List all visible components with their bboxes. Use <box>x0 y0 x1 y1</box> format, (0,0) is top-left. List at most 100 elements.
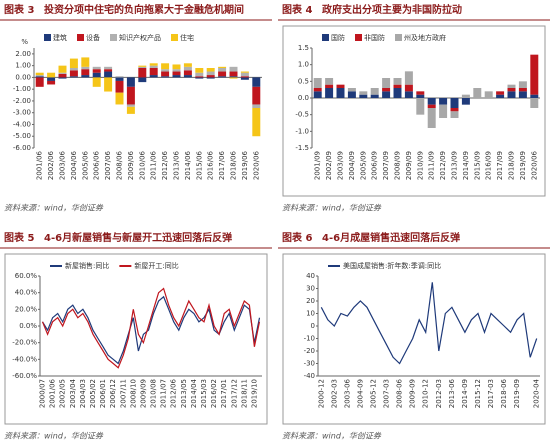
bar-segment <box>461 94 470 98</box>
bar-segment <box>427 108 436 128</box>
x-tick-label: 2007/11 <box>119 379 127 408</box>
bar-segment <box>206 77 215 79</box>
bar-segment <box>161 69 170 72</box>
plot-frame <box>282 253 546 425</box>
x-tick-label: 2005/06 <box>81 150 89 180</box>
bar-segment <box>206 71 215 76</box>
y-tick-label: -1.00 <box>13 85 31 93</box>
chart-title: 投资分项中住宅的负向拖累大于金融危机期间 <box>44 3 244 16</box>
bar-segment <box>35 75 44 77</box>
x-tick-label: 2000-12 <box>317 379 325 408</box>
x-tick-label: 2006/09 <box>371 151 379 180</box>
bar-segment <box>92 77 101 87</box>
x-tick-label: 2019/09 <box>519 151 527 180</box>
y-tick-label: 40.0% <box>15 289 38 297</box>
y-tick-label: -20.0% <box>12 339 37 347</box>
y-tick-label: 0.00 <box>15 73 31 81</box>
bar-segment <box>126 106 135 114</box>
bar-segment <box>252 108 261 137</box>
x-tick-label: 2015-12 <box>474 379 482 408</box>
bar-segment <box>427 104 436 108</box>
x-tick-label: 2012/09 <box>439 151 447 180</box>
y-tick-label: -2.00 <box>13 97 31 105</box>
x-tick-label: 2020-04 <box>533 378 541 408</box>
bar-segment <box>195 72 204 77</box>
figure-label: 图表 3 <box>4 3 34 16</box>
x-tick-label: 2003/04 <box>69 378 77 408</box>
bar-segment <box>518 88 527 92</box>
bar-segment <box>161 76 170 78</box>
x-tick-label: 2004/09 <box>348 151 356 180</box>
x-tick-label: 2009-09 <box>409 379 417 408</box>
figure-label: 图表 6 <box>282 231 312 244</box>
x-tick-label: 2006/12 <box>109 379 117 408</box>
x-tick-label: 2018/11 <box>240 379 248 408</box>
y-tick-label: -1.0 <box>295 127 309 135</box>
bar-segment <box>336 88 345 98</box>
bar-segment <box>58 65 67 73</box>
bar-segment <box>496 94 505 98</box>
plot-frame <box>4 253 268 425</box>
bar-segment <box>473 88 482 98</box>
bar-segment <box>115 76 124 78</box>
bar-segment <box>218 68 227 72</box>
y-tick-label: 30 <box>306 285 315 293</box>
x-tick-label: 2018-06 <box>500 378 508 408</box>
x-tick-label: 2009/09 <box>139 379 147 408</box>
bar-segment <box>47 80 56 85</box>
legend-label: 美国成屋销售:折年数:季调:同比 <box>343 261 441 270</box>
bar-segment <box>252 86 261 105</box>
bar-segment <box>138 77 147 83</box>
bar-segment <box>382 91 391 98</box>
bar-segment <box>507 88 516 92</box>
y-tick-label: -3.00 <box>13 109 31 117</box>
bar-segment <box>92 69 101 73</box>
bar-segment <box>336 84 345 88</box>
bar-segment <box>450 108 459 112</box>
bar-segment <box>47 72 56 78</box>
bar-segment <box>530 98 539 108</box>
bar-segment <box>347 88 356 92</box>
bar-segment <box>149 65 158 68</box>
bar-segment <box>115 80 124 93</box>
bar-segment <box>183 70 192 76</box>
x-tick-label: 2013/05 <box>180 379 188 408</box>
x-tick-label: 2000/07 <box>39 379 47 408</box>
bar-segment <box>35 77 44 87</box>
x-tick-label: 2009/06 <box>127 150 135 180</box>
bar-segment <box>138 66 147 68</box>
figure-label: 图表 4 <box>282 3 312 16</box>
y-tick-label: 1.5 <box>298 44 309 52</box>
bar-segment <box>229 76 238 78</box>
bar-segment <box>195 68 204 73</box>
bar-segment <box>58 73 67 78</box>
bar-segment <box>58 72 67 74</box>
bar-segment <box>404 91 413 98</box>
series-line <box>41 287 261 369</box>
bar-segment <box>359 91 368 95</box>
x-tick-label: 2014/09 <box>462 151 470 180</box>
x-tick-label: 2006/06 <box>93 150 101 180</box>
legend-swatch <box>44 34 51 41</box>
y-tick-label: 20 <box>306 297 315 305</box>
x-tick-label: 2020/06 <box>252 150 260 180</box>
bar-segment <box>229 77 238 79</box>
bar-segment <box>461 98 470 105</box>
x-tick-label: 2016/02 <box>210 379 218 408</box>
x-tick-label: 2017/09 <box>496 151 504 180</box>
bar-segment <box>229 71 238 77</box>
source-note: 资料来源：wind，华创证券 <box>4 204 104 213</box>
bar-segment <box>313 78 322 88</box>
x-tick-label: 2008/09 <box>394 151 402 180</box>
series-line <box>320 282 538 365</box>
bar-segment <box>104 66 113 70</box>
bar-segment <box>518 81 527 88</box>
y-axis-label: % <box>21 38 28 46</box>
bar-segment <box>325 78 334 85</box>
x-tick-label: 2017/06 <box>218 150 226 180</box>
x-tick-label: 2004/06 <box>70 150 78 180</box>
y-tick-label: 20.0% <box>15 305 38 313</box>
bar-segment <box>172 75 181 78</box>
bar-segment <box>206 68 215 72</box>
bar-segment <box>183 66 192 71</box>
